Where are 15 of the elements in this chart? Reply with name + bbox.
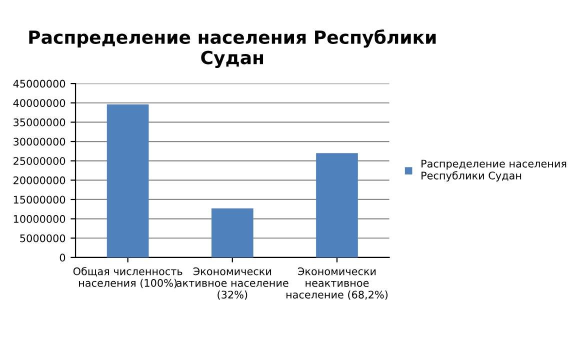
y-tick-label: 0 [60, 254, 66, 262]
y-tick-label: 45000000 [13, 80, 66, 88]
bar [106, 104, 149, 258]
chart-title: Распределение населения Республики Судан [29, 29, 436, 68]
y-tick-label: 30000000 [14, 138, 66, 146]
y-tick-label: 10000000 [14, 215, 66, 223]
y-tick-label: 5000000 [20, 234, 66, 242]
y-tick-label: 35000000 [14, 118, 66, 126]
bar [211, 208, 254, 258]
y-tick-label: 20000000 [14, 176, 66, 184]
y-tick-label: 40000000 [13, 99, 66, 107]
y-tick-label: 15000000 [14, 196, 66, 204]
legend-label: Распределение населения Республики Судан [422, 160, 566, 182]
bar [316, 153, 358, 258]
y-tick-label: 25000000 [14, 157, 66, 165]
